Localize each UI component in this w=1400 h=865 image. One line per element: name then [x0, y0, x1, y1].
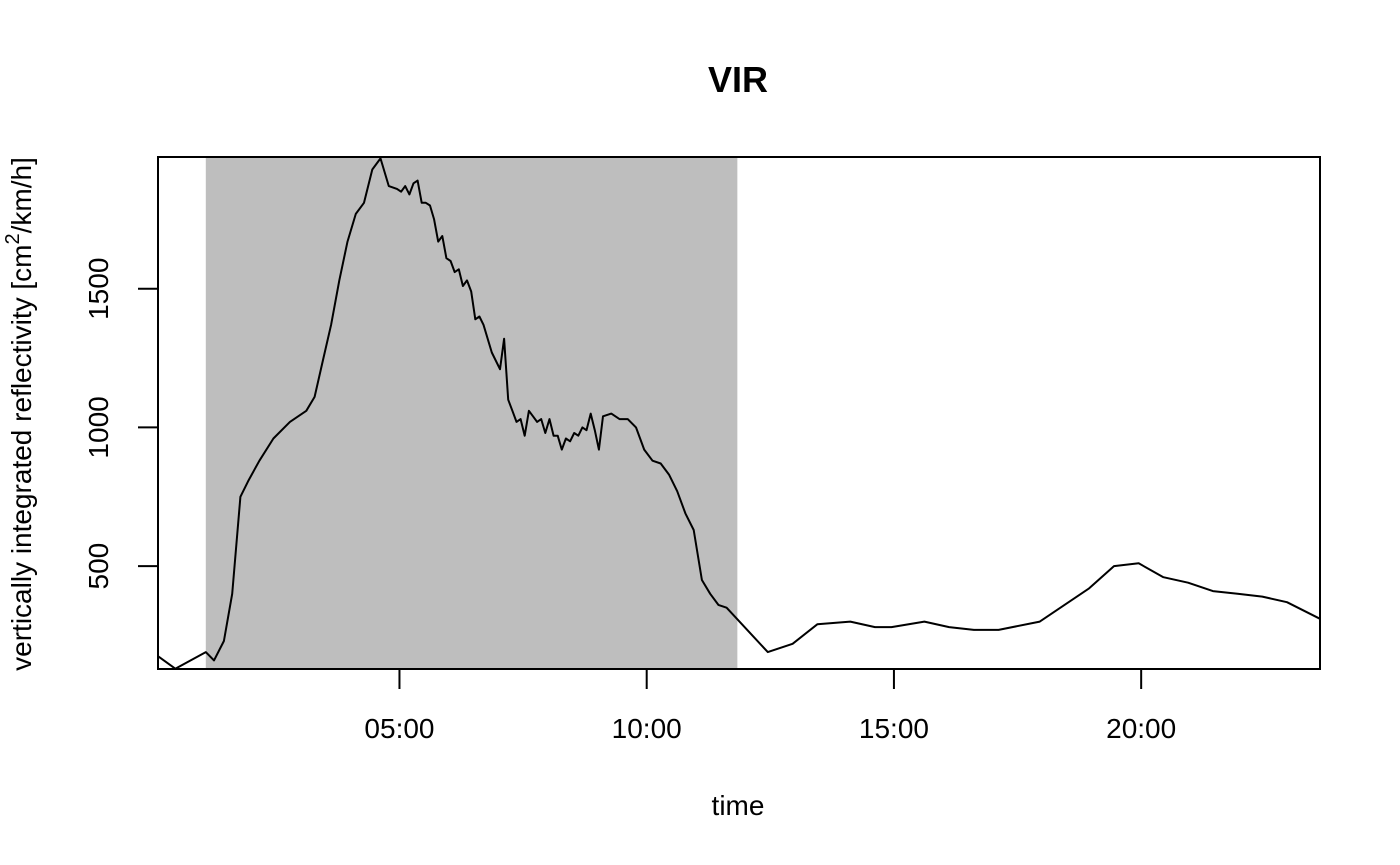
plot-area: [157, 156, 1321, 670]
y-axis-label-suffix: /km/h]: [6, 157, 37, 233]
y-tick-label: 500: [83, 543, 114, 590]
y-axis-label: vertically integrated reflectivity [cm2/…: [2, 157, 37, 671]
x-axis: 05:00 10:00 15:00 20:00: [364, 668, 1176, 744]
x-tick-label: 05:00: [364, 713, 434, 744]
x-tick-label: 10:00: [612, 713, 682, 744]
shaded-interval: [205, 157, 738, 669]
y-tick-label: 1000: [83, 396, 114, 458]
y-axis: 500 1000 1500: [83, 258, 159, 590]
vir-series-line: [157, 157, 1321, 670]
chart-title: VIR: [708, 59, 768, 100]
y-tick-label: 1500: [83, 258, 114, 320]
y-axis-label-text: vertically integrated reflectivity [cm: [6, 245, 37, 671]
x-axis-label: time: [712, 790, 765, 821]
x-tick-label: 15:00: [859, 713, 929, 744]
x-tick-label: 20:00: [1106, 713, 1176, 744]
y-axis-label-superscript: 2: [2, 233, 24, 244]
